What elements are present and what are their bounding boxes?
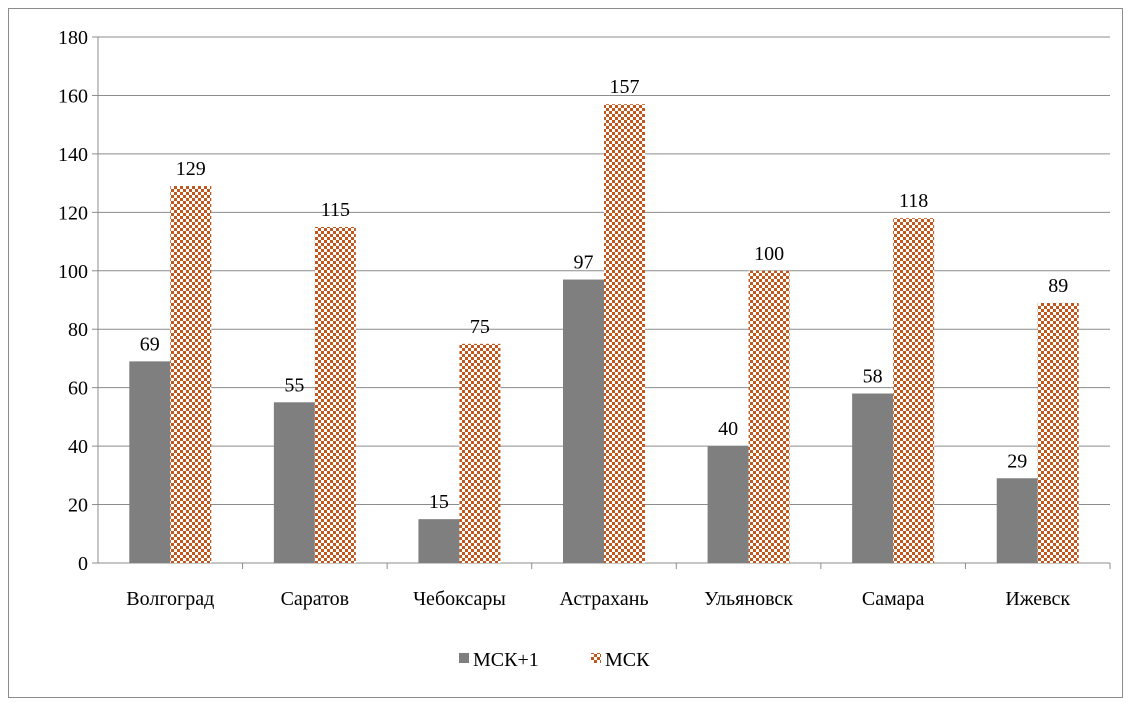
bars — [129, 104, 1079, 564]
y-tick-label: 140 — [58, 144, 88, 166]
data-label: 40 — [718, 418, 738, 440]
data-label: 75 — [470, 316, 490, 338]
x-tick-label: Ульяновск — [704, 588, 793, 610]
bar-msk-4 — [748, 270, 790, 563]
y-tick-label: 120 — [58, 202, 88, 224]
legend: МСК+1 МСК — [459, 649, 650, 671]
bar-msk-3 — [604, 104, 645, 563]
bar-msk-5 — [893, 218, 935, 563]
axes: 0 20 40 60 80 100 120 140 160 180 Волгоград Саратов… — [58, 27, 1111, 610]
y-tick-label: 60 — [68, 378, 88, 400]
bar-msk-0 — [170, 186, 212, 564]
legend-label: МСК — [605, 649, 650, 671]
x-tick-label: Самара — [862, 588, 925, 610]
data-label: 129 — [176, 158, 206, 180]
y-tick-label: 0 — [78, 553, 88, 575]
bar-msk-plus-1-0 — [129, 361, 171, 563]
data-label: 97 — [574, 252, 594, 274]
legend-swatch-msk-plus-1 — [459, 653, 469, 663]
y-tick-label: 20 — [68, 495, 88, 517]
x-tick-label: Саратов — [281, 588, 350, 610]
bar-msk-plus-1-2 — [418, 519, 460, 563]
x-tick-label: Астрахань — [559, 588, 648, 610]
x-tick-label: Волгоград — [126, 588, 214, 610]
data-label: 69 — [140, 333, 160, 355]
y-tick-label: 180 — [58, 27, 88, 49]
bar-msk-plus-1-3 — [563, 279, 604, 563]
y-tick-label: 40 — [68, 436, 88, 458]
data-label: 100 — [754, 243, 784, 265]
bar-msk-2 — [459, 343, 501, 563]
bar-msk-plus-1-5 — [852, 393, 894, 563]
legend-label: МСК+1 — [473, 649, 539, 671]
data-label: 118 — [899, 190, 928, 212]
y-tick-label: 160 — [58, 85, 88, 107]
data-label: 15 — [429, 491, 449, 513]
data-label: 157 — [610, 76, 640, 98]
bar-msk-plus-1-1 — [273, 402, 315, 563]
legend-swatch-msk — [591, 653, 601, 663]
bar-msk-plus-1-6 — [996, 478, 1038, 563]
data-label: 115 — [321, 199, 350, 221]
data-labels: 69 129 55 115 15 75 97 157 40 100 58 118 29 89 — [140, 76, 1068, 513]
x-tick-label: Чебоксары — [413, 588, 506, 610]
data-label: 55 — [284, 374, 304, 396]
data-label: 89 — [1048, 275, 1068, 297]
bar-msk-plus-1-4 — [707, 446, 749, 563]
bar-msk-6 — [1037, 302, 1079, 563]
y-tick-label: 100 — [58, 261, 88, 283]
data-label: 58 — [863, 366, 883, 388]
x-tick-label: Ижевск — [1005, 588, 1070, 610]
bar-msk-1 — [314, 226, 356, 563]
y-tick-label: 80 — [68, 319, 88, 341]
data-label: 29 — [1007, 450, 1027, 472]
